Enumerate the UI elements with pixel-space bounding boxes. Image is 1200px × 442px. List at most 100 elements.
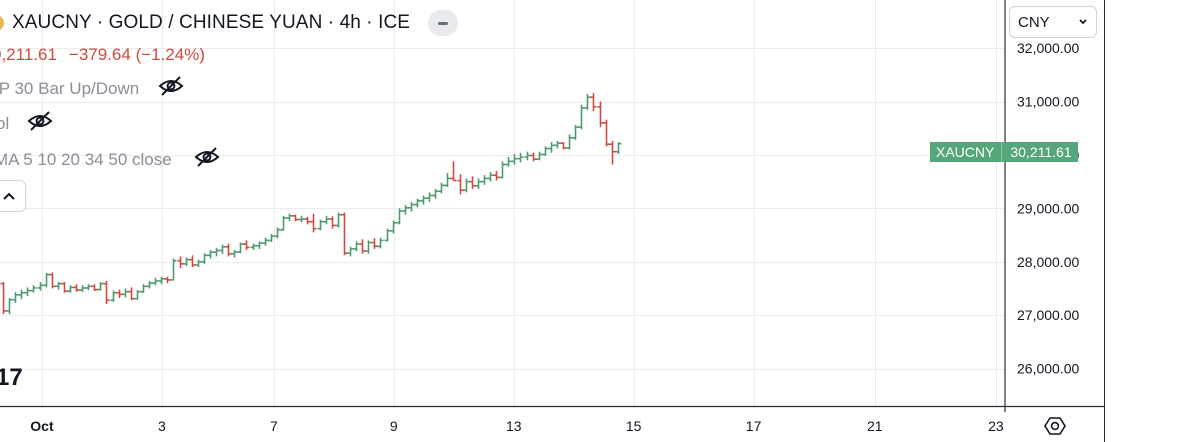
price-info-row: 0,211.61 −379.64 (−1.24%) <box>0 45 205 65</box>
ohlc-bar <box>286 213 293 222</box>
price-tick-label: 28,000.00 <box>1017 254 1079 270</box>
ohlc-bar <box>140 284 147 293</box>
ohlc-bar <box>408 201 415 212</box>
chart-settings-icon[interactable] <box>1044 415 1066 442</box>
ohlc-bar <box>280 215 287 231</box>
ohlc-bar <box>347 246 354 257</box>
time-tick-label: 7 <box>270 418 278 434</box>
ohlc-bar <box>164 276 171 284</box>
ohlc-bar <box>177 256 184 269</box>
ohlc-bar <box>572 125 579 140</box>
ohlc-bar <box>511 153 518 165</box>
chart-grid <box>0 0 1005 406</box>
ohlc-bar <box>426 192 433 202</box>
ohlc-bar <box>554 141 561 149</box>
ohlc-bars <box>0 92 622 315</box>
ohlc-bar <box>49 272 56 289</box>
ohlc-bar <box>463 178 470 193</box>
ohlc-bar <box>566 134 573 150</box>
price-tick-label: 29,000.00 <box>1017 200 1079 216</box>
eye-hidden-icon[interactable] <box>194 146 220 173</box>
ohlc-bar <box>219 244 226 254</box>
price-change: −379.64 (−1.24%) <box>68 45 206 64</box>
time-axis-labels: Oct 3 7 9 13 15 17 21 23 <box>30 418 1004 434</box>
ohlc-bar <box>243 240 250 251</box>
ohlc-bar <box>390 220 397 234</box>
ohlc-bar <box>122 288 129 298</box>
eye-hidden-icon[interactable] <box>27 110 53 137</box>
ohlc-bar <box>548 142 555 153</box>
ohlc-bar <box>359 239 366 254</box>
ohlc-bar <box>152 277 159 286</box>
time-tick-label: 9 <box>390 418 398 434</box>
time-tick-label: 3 <box>158 418 166 434</box>
time-tick-label: 17 <box>746 418 762 434</box>
ohlc-bar <box>530 152 537 162</box>
legend-toggle-button[interactable] <box>0 180 26 212</box>
ohlc-bar <box>335 212 342 228</box>
ohlc-bar <box>37 282 44 291</box>
ohlc-bar <box>183 257 190 267</box>
ohlc-bar <box>189 255 196 268</box>
ohlc-bar <box>584 94 591 111</box>
ohlc-bar <box>542 146 549 156</box>
ohlc-bar <box>134 290 141 300</box>
ohlc-bar <box>517 152 524 163</box>
price-tag-symbol: XAUCNY <box>930 142 1002 162</box>
currency-label: CNY <box>1018 13 1050 31</box>
ohlc-bar <box>603 119 610 147</box>
ohlc-bar <box>590 92 597 112</box>
ohlc-bar <box>6 298 13 315</box>
ohlc-bar <box>341 212 348 256</box>
ohlc-bar <box>396 208 403 225</box>
last-price: 0,211.61 <box>0 45 57 64</box>
ohlc-bar <box>353 241 360 252</box>
ohlc-bar <box>85 284 92 291</box>
price-tick-label: 27,000.00 <box>1017 307 1079 323</box>
ohlc-bar <box>213 247 220 257</box>
ohlc-bar <box>420 195 427 205</box>
ohlc-bar <box>384 228 391 242</box>
ohlc-bar <box>225 243 232 257</box>
ohlc-bar <box>402 205 409 215</box>
ohlc-bar <box>0 282 7 315</box>
collapse-legend-button[interactable] <box>428 10 459 36</box>
indicator-vp[interactable]: /P 30 Bar Up/Down <box>0 75 184 102</box>
ohlc-bar <box>250 243 257 251</box>
ohlc-bar <box>201 253 208 264</box>
symbol-title[interactable]: XAUCNY · GOLD / CHINESE YUAN · 4h · ICE <box>12 12 411 33</box>
indicator-vol[interactable]: ol <box>0 110 53 137</box>
time-tick-label: 13 <box>506 418 522 434</box>
ohlc-bar <box>55 282 62 290</box>
ohlc-bar <box>505 157 512 167</box>
price-tick-label: 31,000.00 <box>1017 94 1079 110</box>
ohlc-bar <box>377 237 384 249</box>
ohlc-bar <box>414 198 421 208</box>
currency-select[interactable]: CNY <box>1009 6 1097 38</box>
ohlc-bar <box>79 285 86 293</box>
ohlc-bar <box>499 161 506 179</box>
ohlc-bar <box>323 215 330 225</box>
ohlc-bar <box>274 227 281 239</box>
ohlc-bar <box>262 237 269 246</box>
tradingview-logo[interactable]: 17 <box>0 364 23 391</box>
ohlc-bar <box>91 284 98 292</box>
eye-hidden-icon[interactable] <box>158 75 184 102</box>
ohlc-bar <box>110 290 117 302</box>
gold-symbol-icon <box>0 15 4 31</box>
ohlc-bar <box>365 240 372 254</box>
ohlc-bar <box>609 141 616 165</box>
ohlc-bar <box>597 101 604 128</box>
indicator-ma[interactable]: MA 5 10 20 34 50 close <box>0 146 220 173</box>
ohlc-bar <box>615 142 622 154</box>
ohlc-bar <box>97 282 104 291</box>
chart-legend-header: XAUCNY · GOLD / CHINESE YUAN · 4h · ICE <box>0 10 459 36</box>
ohlc-bar <box>481 175 488 185</box>
ohlc-bar <box>438 182 445 194</box>
ohlc-bar <box>578 104 585 130</box>
ohlc-bar <box>493 170 500 181</box>
ohlc-bar <box>146 280 153 289</box>
ohlc-bar <box>450 161 457 182</box>
time-tick-label: Oct <box>30 418 54 434</box>
